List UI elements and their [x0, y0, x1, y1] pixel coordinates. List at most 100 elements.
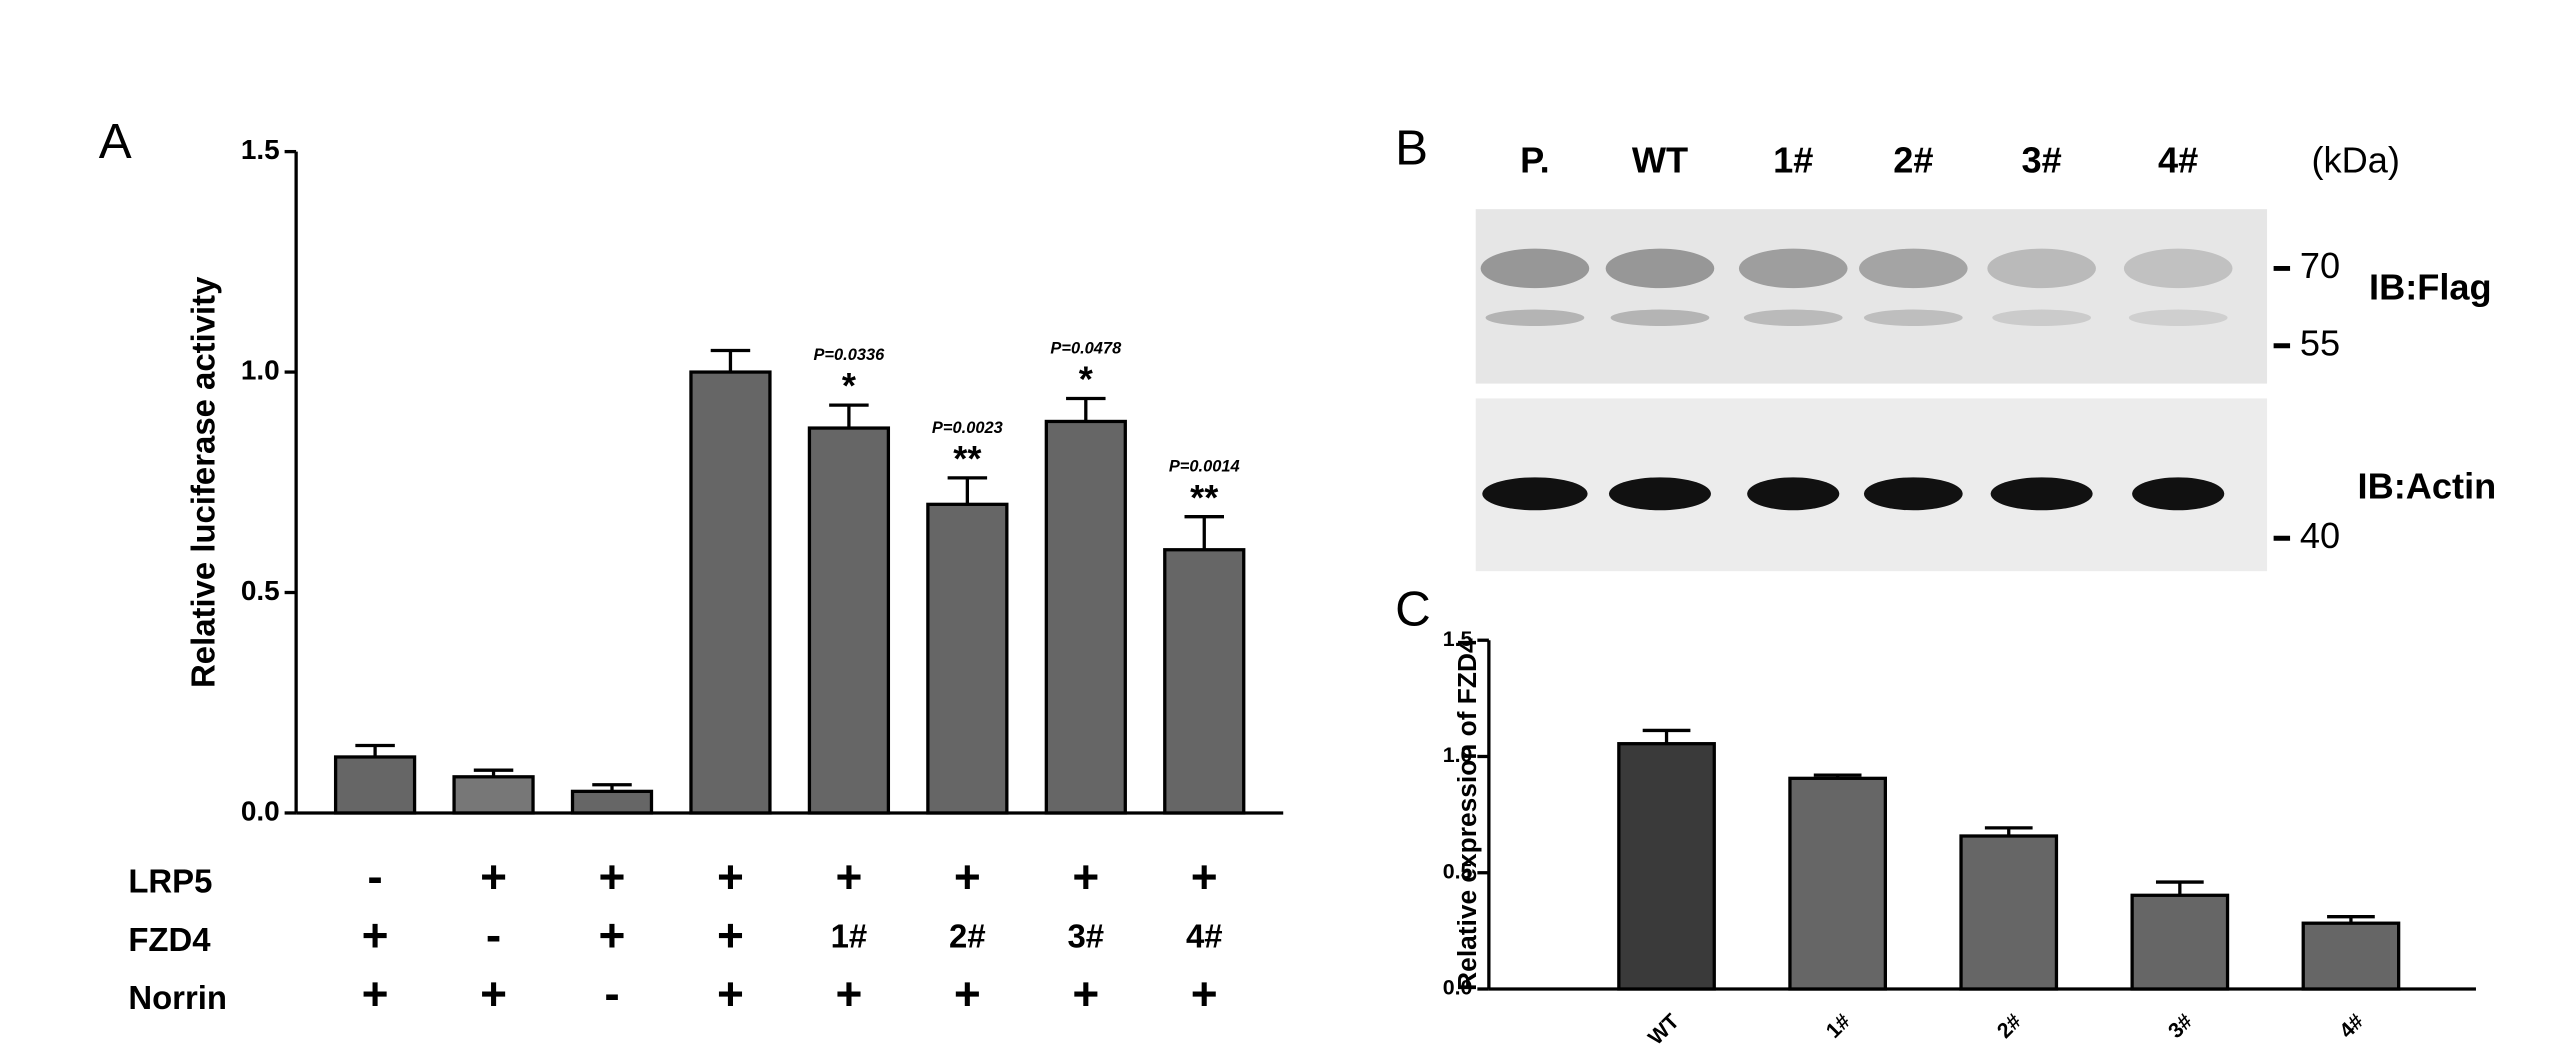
blot-band	[1747, 477, 1840, 511]
p-value: P=0.0023	[932, 419, 1003, 437]
x-tick-label: 1#	[1821, 1009, 1855, 1043]
bar	[2130, 893, 2230, 991]
blot-membrane	[1475, 398, 2268, 572]
condition-value: +	[1072, 851, 1099, 903]
y-tick-label: 1.0	[1443, 743, 1473, 767]
condition-value: +	[717, 909, 744, 961]
condition-name: LRP5	[128, 862, 212, 899]
blot-band	[1608, 477, 1711, 511]
condition-value: 2#	[949, 918, 986, 955]
blot-band	[1743, 309, 1843, 326]
bar	[1788, 776, 1887, 991]
lane-label: WT	[1632, 140, 1688, 181]
bar	[689, 370, 772, 815]
blot-band	[2128, 309, 2228, 326]
bar	[333, 755, 417, 815]
blot-membrane	[1475, 209, 2268, 384]
x-tick-label: 3#	[2163, 1009, 2197, 1043]
y-tick-label: 1.5	[1443, 627, 1473, 651]
condition-value: 4#	[1186, 918, 1223, 955]
panel-label: B	[1395, 121, 1428, 176]
marker-label: 55	[2300, 322, 2340, 363]
condition-value: +	[362, 909, 389, 961]
significance: *	[1079, 359, 1094, 400]
blot-band	[1992, 309, 2091, 326]
bar	[570, 789, 654, 815]
probe-label: IB:Actin	[2358, 465, 2497, 506]
condition-value: +	[717, 851, 744, 903]
lane-label: 3#	[2022, 140, 2062, 181]
condition-value: 3#	[1068, 918, 1105, 955]
x-tick-label: 2#	[1992, 1009, 2026, 1043]
y-axis-title: Relative luciferase activity	[184, 276, 221, 688]
significance: *	[842, 365, 857, 406]
p-value: P=0.0478	[1050, 340, 1122, 358]
blot-band	[1863, 309, 1963, 326]
y-tick-label: 0.0	[1443, 976, 1473, 1000]
condition-value: -	[604, 967, 619, 1019]
bar	[1959, 834, 2059, 991]
blot-band	[2123, 248, 2233, 289]
condition-value: +	[954, 967, 981, 1019]
condition-value: +	[362, 967, 389, 1019]
probe-label: IB:Flag	[2369, 266, 2492, 307]
bar	[1044, 419, 1127, 815]
bar	[807, 426, 891, 815]
condition-value: +	[1072, 967, 1099, 1019]
condition-value: +	[954, 851, 981, 903]
blot-band	[1863, 477, 1963, 511]
blot-band	[1738, 248, 1848, 289]
p-value: P=0.0336	[813, 346, 885, 364]
x-tick-label: 4#	[2335, 1009, 2369, 1043]
bar	[926, 502, 1009, 815]
blot-band	[1990, 477, 2093, 511]
panel-label: A	[99, 114, 132, 169]
condition-name: FZD4	[128, 921, 211, 958]
condition-value: 1#	[831, 918, 868, 955]
condition-value: +	[599, 909, 626, 961]
y-tick-label: 1.5	[241, 134, 280, 165]
condition-value: +	[599, 851, 626, 903]
lane-label: P.	[1520, 140, 1550, 181]
blot-band	[1605, 248, 1715, 289]
unit-label: (kDa)	[2311, 140, 2399, 181]
y-tick-label: 0.0	[241, 795, 280, 826]
blot-band	[1485, 309, 1585, 326]
marker-label: 70	[2300, 245, 2340, 286]
lane-label: 4#	[2158, 140, 2198, 181]
panel-label: C	[1395, 581, 1431, 636]
lane-label: 1#	[1773, 140, 1813, 181]
blot-band	[1987, 248, 2096, 289]
p-value: P=0.0014	[1169, 458, 1240, 476]
y-tick-label: 0.5	[241, 575, 280, 606]
y-axis-title: Relative expression of FZD4	[1452, 638, 1482, 991]
x-tick-label: WT	[1643, 1009, 1683, 1049]
condition-value: +	[480, 967, 507, 1019]
condition-value: +	[835, 851, 862, 903]
blot-band	[1480, 248, 1590, 289]
y-tick-label: 0.5	[1443, 859, 1473, 883]
y-tick-label: 1.0	[241, 354, 280, 385]
bar	[1617, 742, 1716, 991]
bar	[452, 775, 535, 815]
significance: **	[1190, 477, 1219, 518]
condition-value: -	[486, 909, 501, 961]
blot-band	[1610, 309, 1710, 326]
bar	[2301, 921, 2401, 991]
blot-band	[1859, 248, 1968, 289]
marker-label: 40	[2300, 515, 2340, 556]
bar	[1163, 548, 1246, 815]
lane-label: 2#	[1893, 140, 1933, 181]
blot-band	[1482, 477, 1588, 511]
condition-value: +	[717, 967, 744, 1019]
condition-value: +	[1191, 851, 1218, 903]
condition-value: -	[367, 851, 382, 903]
significance: **	[953, 438, 982, 479]
blot-band	[2132, 477, 2225, 511]
condition-value: +	[480, 851, 507, 903]
condition-name: Norrin	[128, 979, 227, 1016]
condition-value: +	[1191, 967, 1218, 1019]
condition-value: +	[835, 967, 862, 1019]
